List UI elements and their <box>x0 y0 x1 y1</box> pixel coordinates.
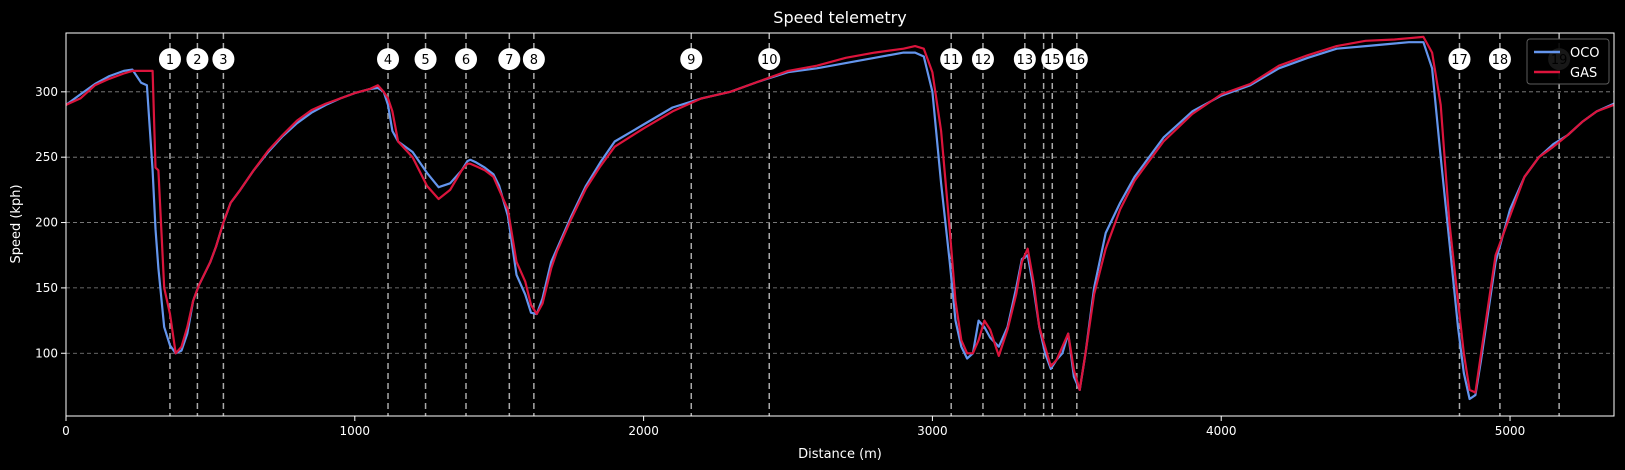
corner-badge <box>377 48 400 71</box>
corner-badge <box>940 48 963 71</box>
corner-badge-label: 10 <box>761 53 778 68</box>
corner-badge-label: 7 <box>505 53 513 68</box>
legend: OCO GAS <box>1526 38 1610 85</box>
x-tick-label: 3000 <box>917 424 948 438</box>
corner-badge <box>186 48 209 71</box>
corner-badge-label: 13 <box>1017 53 1034 68</box>
y-tick-label: 150 <box>35 281 58 295</box>
corner-badge <box>414 48 437 71</box>
x-tick-label: 0 <box>62 424 70 438</box>
x-tick-label: 2000 <box>628 424 659 438</box>
corner-badge <box>1488 48 1511 71</box>
corner-labels: 123456789101112131516171819 <box>158 48 1571 71</box>
y-tick-label: 100 <box>35 346 58 360</box>
corner-badge-label: 17 <box>1451 53 1468 68</box>
corner-badge <box>1013 48 1036 71</box>
y-tick-label: 200 <box>35 216 58 230</box>
corner-badge-label: 15 <box>1044 53 1061 68</box>
corner-badge-label: 1 <box>166 53 174 68</box>
corner-badge <box>454 48 477 71</box>
corner-badge <box>1041 48 1064 71</box>
x-axis-ticks: 0 1000 2000 3000 4000 5000 <box>62 416 1525 438</box>
corner-badge-label: 12 <box>975 53 992 68</box>
corner-badge <box>971 48 994 71</box>
corner-badge <box>158 48 181 71</box>
y-axis-label: Speed (kph) <box>9 184 24 263</box>
corner-badge-label: 8 <box>530 53 538 68</box>
corner-badge <box>212 48 235 71</box>
y-tick-label: 300 <box>35 85 58 99</box>
corner-badge-label: 16 <box>1069 53 1086 68</box>
series-line-gas <box>65 35 1615 394</box>
corner-badge-label: 6 <box>462 53 470 68</box>
corner-badge-label: 11 <box>943 53 960 68</box>
corner-badge <box>522 48 545 71</box>
chart-title: Speed telemetry <box>773 8 906 27</box>
corner-badge <box>758 48 781 71</box>
x-axis-label: Distance (m) <box>798 447 882 462</box>
legend-label: GAS <box>1570 66 1597 81</box>
y-tick-label: 250 <box>35 150 58 164</box>
corner-badge <box>498 48 521 71</box>
corner-badge-label: 5 <box>421 53 429 68</box>
corner-badge-label: 18 <box>1492 53 1509 68</box>
x-tick-label: 4000 <box>1206 424 1237 438</box>
x-tick-label: 1000 <box>340 424 371 438</box>
corner-badge-label: 2 <box>193 53 201 68</box>
corner-badge <box>1448 48 1471 71</box>
gridlines <box>66 91 1614 354</box>
plot-frame <box>65 32 1615 417</box>
x-tick-label: 5000 <box>1495 424 1526 438</box>
corner-badge <box>680 48 703 71</box>
corner-badge-label: 3 <box>219 53 227 68</box>
corner-badge-label: 9 <box>687 53 695 68</box>
y-axis-ticks: 100 150 200 250 300 <box>35 85 66 360</box>
legend-label: OCO <box>1570 46 1600 61</box>
series-lines <box>65 35 1615 401</box>
corner-badge <box>1065 48 1088 71</box>
corner-badge-label: 4 <box>384 53 392 68</box>
